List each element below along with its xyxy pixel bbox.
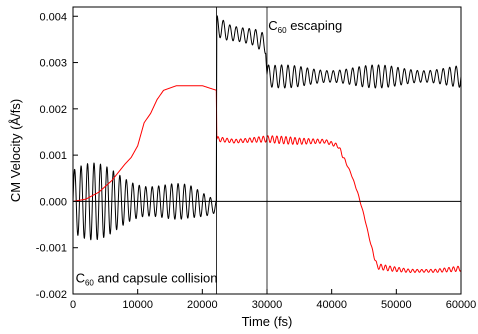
y-tick-label: -0.001 — [36, 243, 67, 255]
annotation-1: C60 and capsule collision — [76, 270, 218, 287]
y-tick-label: 0.002 — [39, 104, 67, 116]
reference-lines — [73, 7, 461, 294]
y-tick-label: 0.003 — [39, 58, 67, 70]
annotation-0: C60 escaping — [268, 18, 342, 35]
y-tick-label: 0.001 — [39, 150, 67, 162]
x-tick-label: 20000 — [187, 299, 218, 311]
y-tick-label: 0.000 — [39, 196, 67, 208]
x-tick-label: 50000 — [381, 299, 412, 311]
tick-marks — [72, 15, 462, 295]
x-tick-label: 0 — [70, 299, 76, 311]
x-axis-title: Time (fs) — [242, 314, 293, 329]
y-tick-labels: -0.002 -0.001 0.000 0.001 0.002 0.003 0.004 — [36, 11, 67, 301]
x-tick-label: 10000 — [122, 299, 153, 311]
x-tick-label: 60000 — [446, 299, 477, 311]
annotations: C60 escaping C60 and capsule collision — [76, 18, 343, 287]
y-tick-label: 0.004 — [39, 11, 67, 23]
y-tick-label: -0.002 — [36, 289, 67, 301]
x-tick-label: 30000 — [252, 299, 283, 311]
x-tick-labels: 0 10000 20000 30000 40000 50000 60000 — [70, 299, 476, 311]
x-tick-label: 40000 — [316, 299, 347, 311]
y-axis-title: CM Velocity (Å/fs) — [8, 99, 23, 202]
